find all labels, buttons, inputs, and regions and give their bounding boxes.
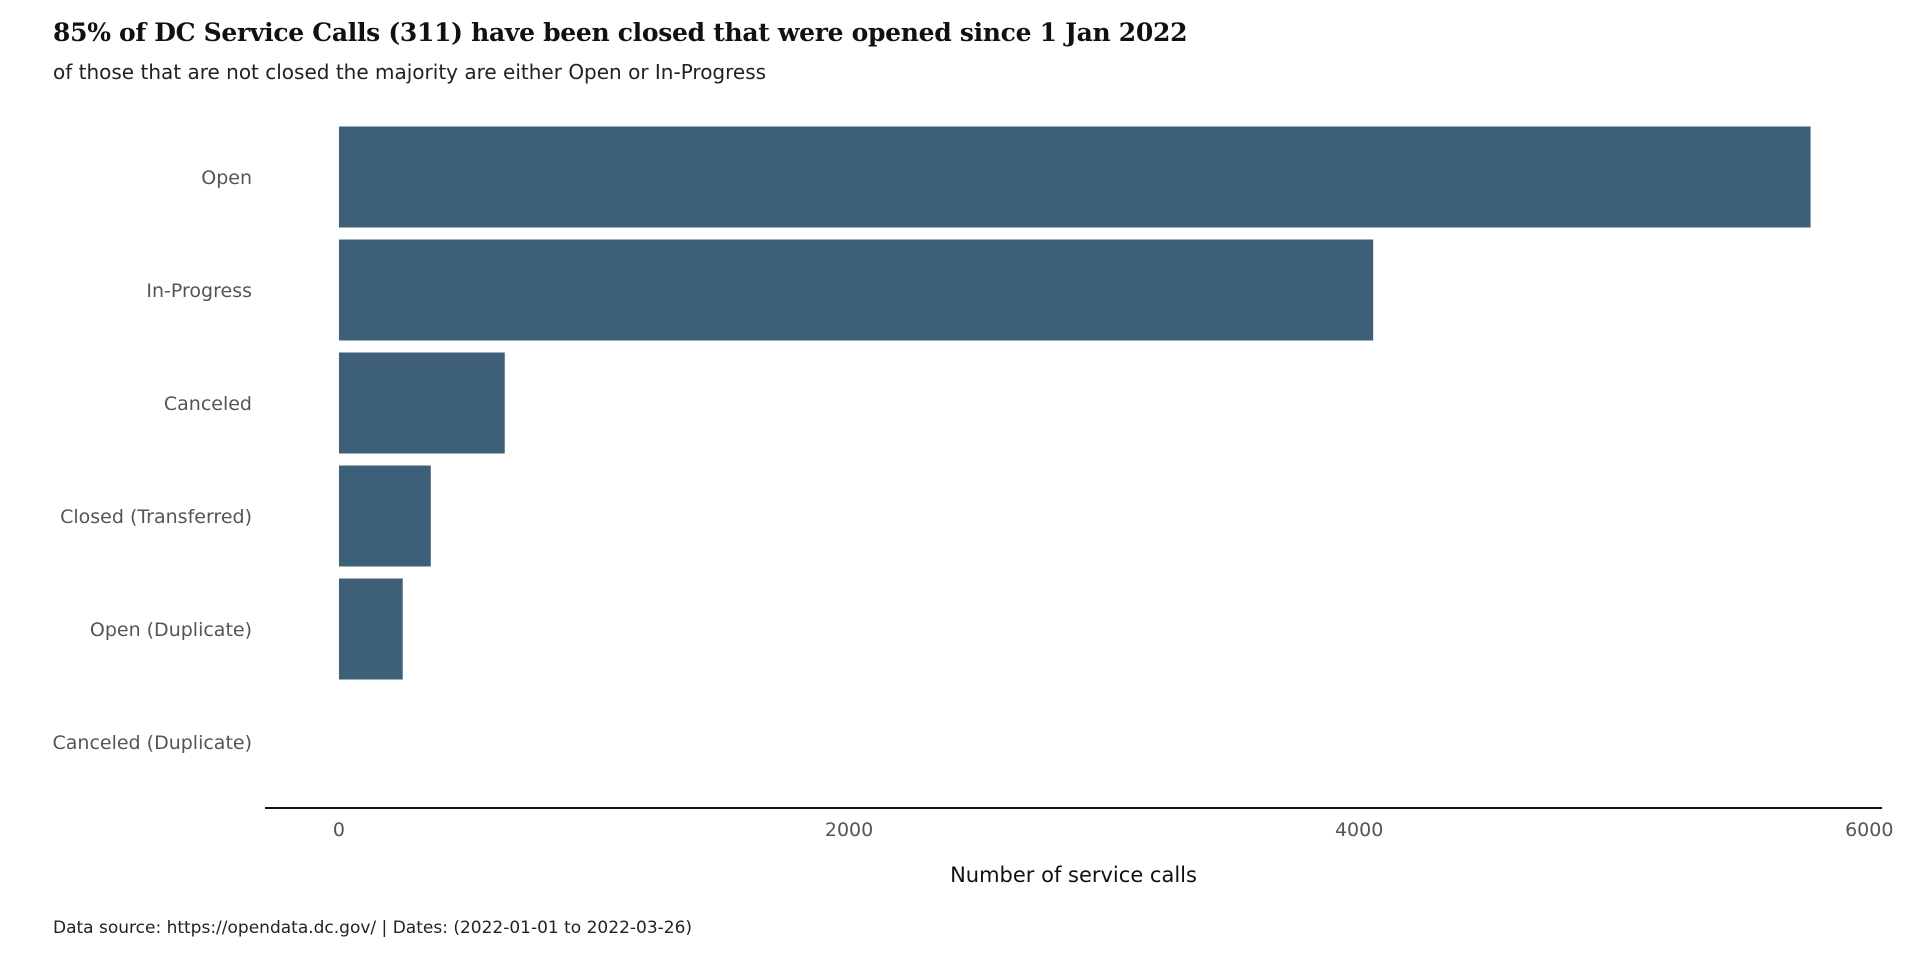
category-label: Canceled xyxy=(164,393,252,415)
chart-subtitle: of those that are not closed the majorit… xyxy=(53,60,767,84)
bar-open-duplicate xyxy=(338,578,403,680)
chart-title: 85% of DC Service Calls (311) have been … xyxy=(53,18,1188,47)
bar-in-progress xyxy=(338,239,1374,341)
x-tick-label: 0 xyxy=(333,819,345,841)
category-labels: Open In-Progress Canceled Closed (Transferr… xyxy=(53,167,253,754)
category-label: Canceled (Duplicate) xyxy=(53,732,253,754)
category-label: In-Progress xyxy=(146,280,252,302)
category-label: Open xyxy=(201,167,252,189)
x-tick-label: 4000 xyxy=(1335,819,1383,841)
bar-closed-transferred xyxy=(338,465,431,567)
x-tick-labels: 0 2000 4000 6000 xyxy=(333,819,1894,841)
bar-canceled xyxy=(338,352,505,454)
bar-open xyxy=(338,126,1811,228)
category-label: Closed (Transferred) xyxy=(60,506,252,528)
bars-group xyxy=(338,126,1811,680)
x-tick-label: 2000 xyxy=(825,819,873,841)
category-label: Open (Duplicate) xyxy=(90,619,252,641)
x-axis-title: Number of service calls xyxy=(950,863,1197,887)
x-tick-label: 6000 xyxy=(1845,819,1893,841)
data-source-caption: Data source: https://opendata.dc.gov/ | … xyxy=(53,918,693,938)
